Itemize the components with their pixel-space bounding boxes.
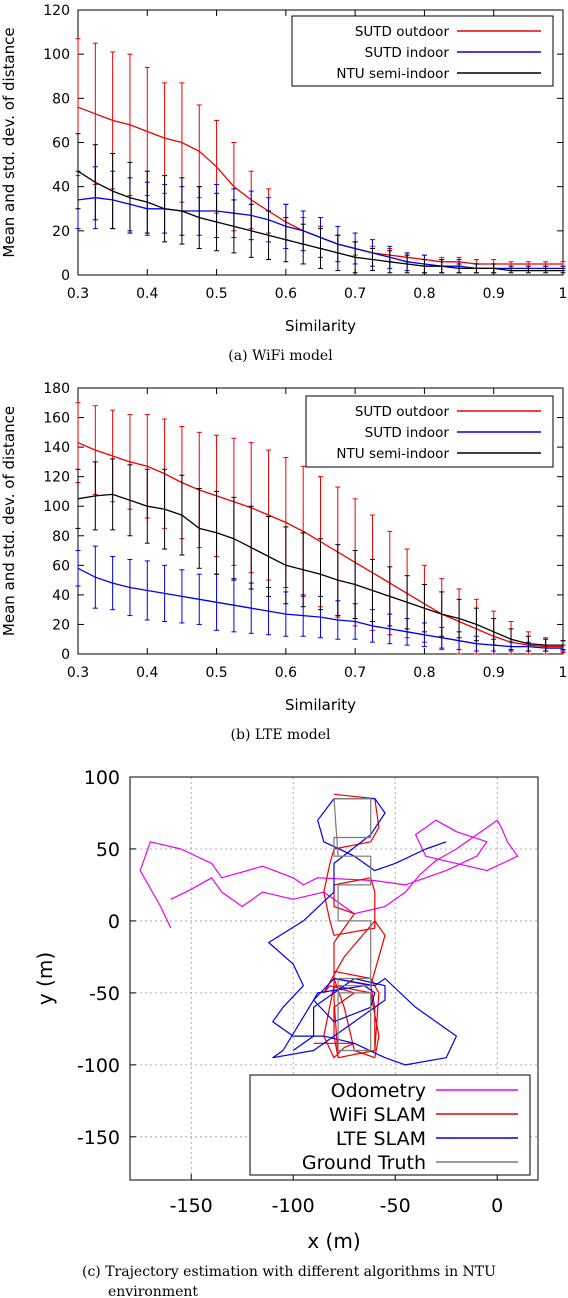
y-tick-label: 20 bbox=[52, 224, 70, 240]
legend-label: Ground Truth bbox=[302, 1152, 426, 1174]
y-tick-label: 80 bbox=[52, 529, 70, 545]
chart-2: 0 20 40 60 80 100 120 140 160 180 0.3 0.4 0.5 0.6 0.7 0… bbox=[0, 381, 567, 743]
legend-label: Odometry bbox=[331, 1080, 426, 1102]
y-tick-label: 180 bbox=[43, 381, 70, 397]
y-tick-label: 80 bbox=[52, 91, 70, 107]
caption-line: (c) Trajectory estimation with different… bbox=[82, 1264, 496, 1280]
legend-label: SUTD indoor bbox=[365, 425, 450, 441]
legend-label: NTU semi-indoor bbox=[336, 66, 449, 82]
y-tick-label: -100 bbox=[77, 1055, 120, 1077]
y-tick-label: 100 bbox=[84, 767, 120, 789]
x-tick-label: 0.9 bbox=[483, 286, 505, 302]
plot-frame bbox=[129, 776, 539, 1181]
x-tick-label: -100 bbox=[272, 1195, 315, 1217]
x-tick-label: -50 bbox=[380, 1195, 411, 1217]
y-tick-label: 50 bbox=[96, 839, 120, 861]
trajectory-wifi-slam bbox=[313, 793, 386, 1059]
caption-line: environment bbox=[108, 1284, 198, 1298]
legend-label: SUTD indoor bbox=[365, 45, 450, 61]
x-tick-label: 0.6 bbox=[275, 665, 297, 681]
x-tick-label: 0.5 bbox=[205, 665, 227, 681]
x-tick-label: 0.4 bbox=[136, 665, 158, 681]
x-tick-label: 0.8 bbox=[413, 286, 435, 302]
chart-1: 0 20 40 60 80 100 120 0.3 0.4 0.5 0.6 0.7 0.8 0.9 1 Mea… bbox=[0, 3, 567, 364]
x-tick-label: 0.4 bbox=[136, 286, 158, 302]
y-tick-label: 40 bbox=[52, 180, 70, 196]
y-tick-label: 160 bbox=[43, 411, 70, 427]
x-axis-label: x (m) bbox=[307, 1229, 360, 1253]
y-tick-label: 120 bbox=[43, 470, 70, 486]
x-tick-label: 0.5 bbox=[205, 286, 227, 302]
y-tick-label: 100 bbox=[43, 499, 70, 515]
legend: SUTD outdoor SUTD indoor NTU semi-indoor bbox=[305, 395, 554, 468]
figure-caption: (b) LTE model bbox=[231, 727, 331, 743]
legend-label: NTU semi-indoor bbox=[336, 446, 449, 462]
y-tick-label: 0 bbox=[108, 911, 120, 933]
y-axis-label: Mean and std. dev. of distance bbox=[0, 406, 18, 636]
x-tick-label: -150 bbox=[170, 1195, 213, 1217]
legend-label: WiFi SLAM bbox=[329, 1104, 426, 1126]
legend-label: SUTD outdoor bbox=[355, 24, 450, 40]
y-tick-label: -150 bbox=[77, 1127, 120, 1149]
y-axis-label: y (m) bbox=[33, 952, 57, 1005]
y-axis-label: Mean and std. dev. of distance bbox=[0, 27, 18, 257]
y-tick-label: 0 bbox=[61, 268, 70, 284]
trajectory-ground-truth bbox=[333, 797, 372, 1052]
x-axis-label: Similarity bbox=[285, 317, 356, 335]
y-tick-label: 140 bbox=[43, 440, 70, 456]
trajectory-odometry bbox=[139, 819, 519, 929]
x-tick-label: 0.3 bbox=[67, 286, 89, 302]
y-tick-label: 0 bbox=[61, 647, 70, 663]
x-axis-label: Similarity bbox=[285, 696, 356, 714]
y-tick-label: 100 bbox=[43, 47, 70, 63]
x-tick-label: 0 bbox=[491, 1195, 503, 1217]
y-tick-label: 20 bbox=[52, 617, 70, 633]
y-tick-label: 120 bbox=[43, 3, 70, 19]
legend-label: SUTD outdoor bbox=[355, 404, 450, 420]
legend-frame bbox=[291, 15, 554, 87]
series-ntu-semi-indoor bbox=[75, 458, 566, 652]
series-line bbox=[77, 170, 563, 272]
y-tick-label: 60 bbox=[52, 558, 70, 574]
y-tick-label: 60 bbox=[52, 136, 70, 152]
x-tick-label: 0.8 bbox=[413, 665, 435, 681]
chart-3: -150 -100 -50 0 -150 -100 -50 0 50 100 y (m) x (m) O… bbox=[33, 767, 539, 1298]
x-tick-label: 0.3 bbox=[67, 665, 89, 681]
series-line bbox=[77, 493, 563, 646]
y-tick-label: -50 bbox=[89, 983, 120, 1005]
figure-caption: (c) Trajectory estimation with different… bbox=[82, 1264, 496, 1298]
legend-frame bbox=[249, 1074, 531, 1176]
figure-caption: (a) WiFi model bbox=[228, 348, 333, 364]
x-tick-label: 0.7 bbox=[344, 286, 366, 302]
series-ntu-semi-indoor bbox=[75, 133, 566, 274]
legend-label: LTE SLAM bbox=[336, 1128, 426, 1150]
legend: SUTD outdoor SUTD indoor NTU semi-indoor bbox=[291, 15, 554, 87]
x-tick-label: 1 bbox=[559, 665, 568, 681]
x-tick-label: 0.6 bbox=[275, 286, 297, 302]
y-tick-label: 40 bbox=[52, 588, 70, 604]
x-tick-label: 0.7 bbox=[344, 665, 366, 681]
x-tick-label: 1 bbox=[559, 286, 568, 302]
trajectory-lte-slam bbox=[268, 797, 457, 1066]
series-line bbox=[77, 567, 563, 649]
x-tick-label: 0.9 bbox=[483, 665, 505, 681]
